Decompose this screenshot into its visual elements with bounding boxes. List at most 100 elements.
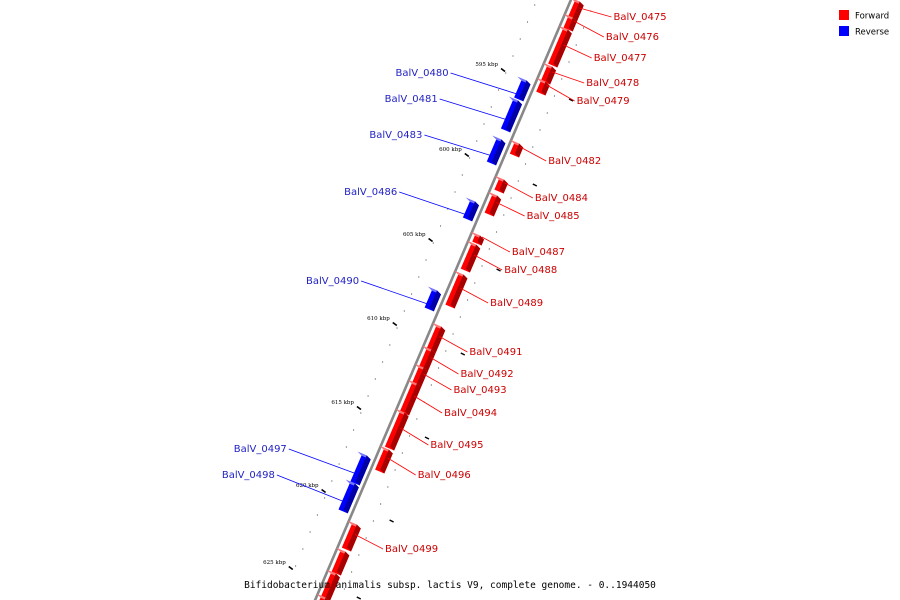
minor-tick — [343, 588, 345, 590]
gene-label: BalV_0484 — [535, 193, 588, 204]
gene-label: BalV_0498 — [222, 470, 275, 481]
minor-tick — [352, 429, 355, 431]
minor-tick — [483, 123, 485, 125]
minor-tick — [539, 129, 541, 131]
gene-feature[interactable]: BalV_0486 — [344, 187, 479, 222]
minor-tick — [582, 27, 585, 29]
gene-side-face — [468, 201, 479, 222]
gene-leader-line — [552, 71, 585, 84]
minor-tick — [425, 259, 427, 261]
gene-feature[interactable]: BalV_0484 — [494, 175, 588, 204]
gene-side-face — [465, 244, 481, 273]
gene-label: BalV_0475 — [614, 12, 667, 23]
gene-feature[interactable]: BalV_0496 — [375, 445, 471, 481]
legend-forward-label: Forward — [855, 12, 889, 22]
gene-feature[interactable]: BalV_0482 — [509, 139, 601, 167]
tick-label: 600 kbp — [439, 147, 462, 153]
gene-feature[interactable]: BalV_0497 — [234, 444, 371, 486]
gene-leader-line — [546, 84, 575, 102]
gene-feature[interactable]: BalV_0475 — [567, 0, 667, 23]
gene-feature[interactable]: BalV_0479 — [536, 77, 630, 107]
minor-tick — [553, 95, 556, 97]
minor-tick — [381, 361, 384, 363]
gene-side-face — [572, 1, 584, 22]
gene-features: BalV_0475 BalV_0476 BalV_0477 BalV_0478 BalV… — [222, 0, 667, 600]
gene-label: BalV_0481 — [385, 94, 438, 105]
minor-tick — [367, 395, 369, 397]
gene-feature[interactable]: BalV_0481 — [385, 94, 522, 133]
gene-leader-line — [399, 191, 468, 216]
gene-side-face — [423, 349, 436, 373]
gene-feature[interactable]: BalV_0478 — [540, 62, 639, 89]
legend-reverse-label: Reverse — [855, 28, 889, 38]
gene-feature[interactable]: BalV_0492 — [418, 345, 514, 380]
minor-tick — [546, 112, 548, 114]
gene-side-face — [390, 412, 409, 451]
gene-feature[interactable]: BalV_0494 — [399, 379, 497, 419]
gene-leader-line — [459, 287, 489, 304]
gene-side-face — [405, 383, 421, 416]
gene-feature[interactable]: BalV_0483 — [369, 130, 506, 166]
gene-leader-line — [573, 20, 605, 38]
major-tick — [500, 67, 506, 73]
major-tick — [288, 565, 294, 571]
tick-label: 605 kbp — [403, 232, 426, 238]
minor-tick — [468, 157, 471, 159]
gene-feature[interactable]: BalV_0491 — [426, 322, 522, 358]
gene-leader-line — [439, 336, 468, 353]
gene-leader-line — [439, 98, 508, 121]
minor-tick — [358, 554, 360, 556]
gene-feature[interactable]: BalV_0493 — [411, 363, 507, 396]
legend-reverse-swatch — [839, 26, 849, 36]
minor-tick — [519, 38, 521, 40]
gene-feature[interactable]: BalV_0480 — [396, 68, 531, 102]
genome-caption: Bifidobacterium animalis subsp. lactis V… — [244, 580, 656, 591]
minor-tick — [365, 537, 367, 539]
gene-feature[interactable]: BalV_0499 — [341, 520, 438, 555]
gene-side-face — [553, 29, 572, 68]
gene-feature[interactable]: BalV_0485 — [484, 191, 580, 222]
legend: Forward Reverse — [839, 10, 889, 38]
minor-tick — [495, 231, 498, 233]
major-tick — [428, 237, 434, 243]
gene-leader-line — [413, 395, 443, 414]
gene-label: BalV_0491 — [469, 347, 522, 358]
gene-leader-line — [430, 357, 459, 375]
minor-tick — [295, 565, 297, 567]
gene-label: BalV_0477 — [594, 53, 647, 64]
gene-feature[interactable]: BalV_0476 — [563, 13, 659, 43]
minor-tick — [387, 486, 389, 488]
gene-feature[interactable]: BalV_0498 — [222, 470, 359, 514]
gene-side-face — [492, 139, 506, 166]
minor-tick — [410, 293, 413, 295]
minor-tick — [503, 214, 505, 216]
gene-feature-unlabeled — [316, 593, 329, 600]
gene-feature[interactable]: BalV_0490 — [306, 276, 441, 312]
minor-tick — [380, 503, 382, 505]
minor-tick — [488, 248, 490, 250]
gene-side-face — [450, 274, 468, 309]
gene-side-face — [499, 179, 508, 194]
major-tick — [356, 596, 362, 600]
gene-feature-unlabeled — [320, 569, 340, 600]
gene-side-face — [431, 326, 446, 354]
gene-feature[interactable]: BalV_0487 — [470, 231, 565, 258]
gene-label: BalV_0483 — [369, 130, 422, 141]
minor-tick — [331, 480, 333, 482]
minor-tick — [497, 89, 500, 91]
major-tick — [532, 183, 538, 187]
gene-label: BalV_0486 — [344, 187, 397, 198]
minor-tick — [403, 310, 405, 312]
tick-label: 615 kbp — [331, 400, 354, 406]
gene-feature[interactable]: BalV_0489 — [445, 270, 543, 309]
gene-feature[interactable]: BalV_0488 — [460, 240, 558, 276]
gene-feature[interactable]: BalV_0495 — [384, 408, 484, 451]
minor-tick — [510, 197, 512, 199]
gene-label: BalV_0496 — [418, 470, 471, 481]
gene-label: BalV_0487 — [512, 247, 565, 258]
minor-tick — [389, 344, 391, 346]
gene-side-face — [568, 17, 577, 32]
major-tick — [424, 436, 430, 440]
gene-leader-line — [579, 7, 612, 18]
gene-feature[interactable]: BalV_0477 — [548, 25, 647, 68]
